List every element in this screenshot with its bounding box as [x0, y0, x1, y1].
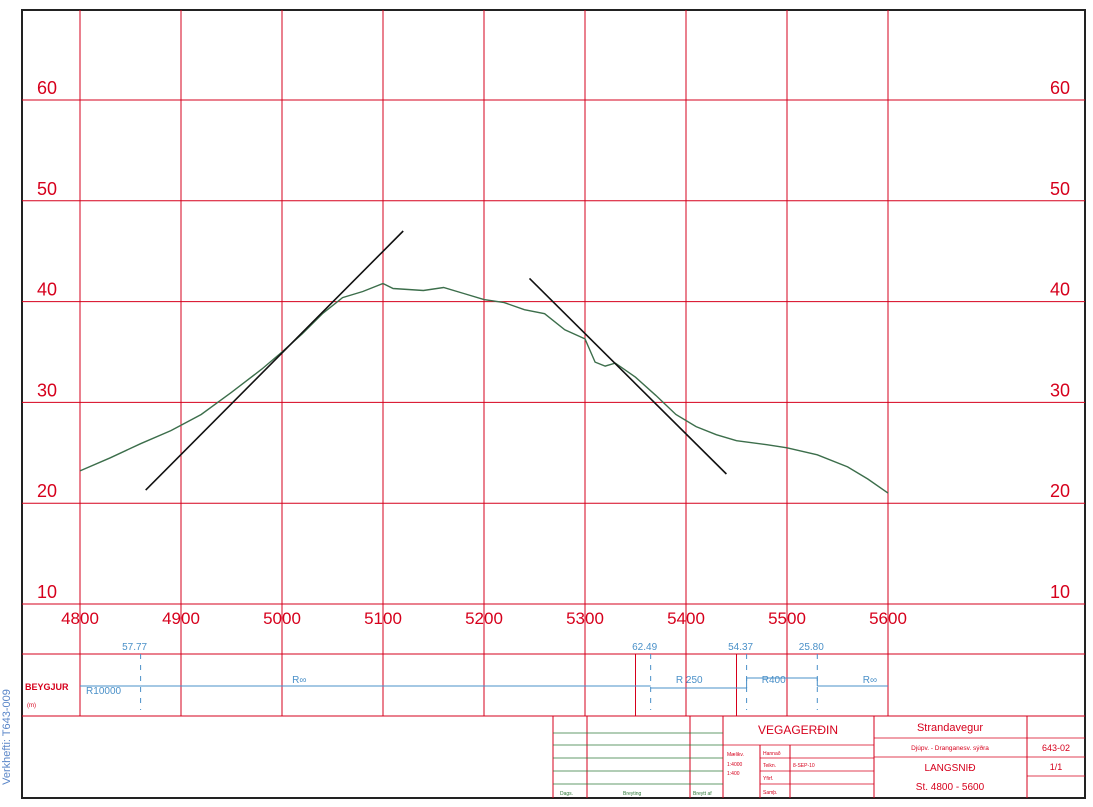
- y-axis-labels-left: 10 20 30 40 50 60: [37, 78, 57, 602]
- y-axis-labels-right: 10 20 30 40 50 60: [1050, 78, 1070, 602]
- x-tick-label: 5500: [768, 609, 806, 628]
- y-tick-label-left: 20: [37, 481, 57, 501]
- station-range: St. 4800 - 5600: [916, 782, 985, 793]
- tangent-line: [145, 230, 404, 491]
- x-tick-label: 5100: [364, 609, 402, 628]
- sheet-title: LANGSNIÐ: [924, 763, 975, 774]
- tangent-line: [528, 277, 727, 475]
- curvature-step: [746, 677, 818, 688]
- side-project-label: Verkhefti: T643-009: [1, 689, 13, 785]
- drawn-label: Hannað: [763, 750, 781, 757]
- x-axis-labels: 4800 4900 5000 5100 5200 5300 5400 5500 5600: [61, 609, 907, 628]
- curvature-station-label: 25.80: [799, 642, 824, 653]
- title-block: Dags. Breyting Breytt af VEGAGERÐIN Mæli…: [22, 715, 1085, 798]
- curvature-segment-label: R 250: [676, 675, 703, 686]
- sheet-count: 1/1: [1050, 762, 1063, 772]
- curvature-segment-label: R400: [762, 675, 786, 686]
- rev-by-label: Breytt af: [693, 791, 712, 797]
- y-tick-label-left: 10: [37, 582, 57, 602]
- x-tick-label: 4900: [162, 609, 200, 628]
- approved-label: Samþ.: [763, 790, 777, 796]
- rev-change-label: Breyting: [623, 791, 642, 797]
- profile-series: [79, 230, 889, 494]
- date-label: Teikn.: [763, 763, 776, 769]
- y-tick-label-right: 20: [1050, 481, 1070, 501]
- curvature-segment-label: R∞: [863, 675, 877, 686]
- y-tick-label-right: 40: [1050, 280, 1070, 300]
- y-tick-label-left: 60: [37, 78, 57, 98]
- project-name: Strandavegur: [917, 722, 983, 734]
- curvature-station-label: 54.37: [728, 642, 753, 653]
- x-tick-label: 4800: [61, 609, 99, 628]
- subproject-name: Djúpv. - Dranganesv. sýðra: [911, 744, 989, 752]
- x-tick-label: 5200: [465, 609, 503, 628]
- y-tick-label-right: 50: [1050, 179, 1070, 199]
- drawing-number: 643-02: [1042, 743, 1070, 753]
- curvature-segment-label: R10000: [86, 686, 121, 697]
- y-tick-label-left: 50: [37, 179, 57, 199]
- scale-horizontal: 1:4000: [727, 762, 743, 768]
- ground-profile-line: [79, 282, 889, 494]
- curvature-station-label: 62.49: [632, 642, 657, 653]
- curvature-row-label: BEYGJUR: [25, 682, 69, 692]
- curvature-band: BEYGJUR (m) 57.77 62.49 54.37 25.80 R10000 R∞…: [25, 642, 888, 710]
- profile-grid: [22, 10, 1085, 716]
- curvature-station-label: 57.77: [122, 642, 147, 653]
- date-value: 8-SEP-10: [793, 763, 815, 769]
- y-tick-label-right: 10: [1050, 582, 1070, 602]
- org-name: VEGAGERÐIN: [758, 723, 838, 737]
- curvature-row-sublabel: (m): [27, 703, 36, 709]
- x-tick-label: 5600: [869, 609, 907, 628]
- checked-label: Yfirf.: [763, 776, 773, 782]
- y-tick-label-left: 30: [37, 380, 57, 400]
- scale-vertical: 1:400: [727, 771, 740, 777]
- x-tick-label: 5300: [566, 609, 604, 628]
- x-tick-label: 5400: [667, 609, 705, 628]
- scale-label: Mælikv.: [727, 752, 744, 758]
- curvature-segment-label: R∞: [292, 675, 306, 686]
- rev-date-label: Dags.: [560, 791, 573, 797]
- x-tick-label: 5000: [263, 609, 301, 628]
- y-tick-label-right: 30: [1050, 380, 1070, 400]
- y-tick-label-right: 60: [1050, 78, 1070, 98]
- y-tick-label-left: 40: [37, 280, 57, 300]
